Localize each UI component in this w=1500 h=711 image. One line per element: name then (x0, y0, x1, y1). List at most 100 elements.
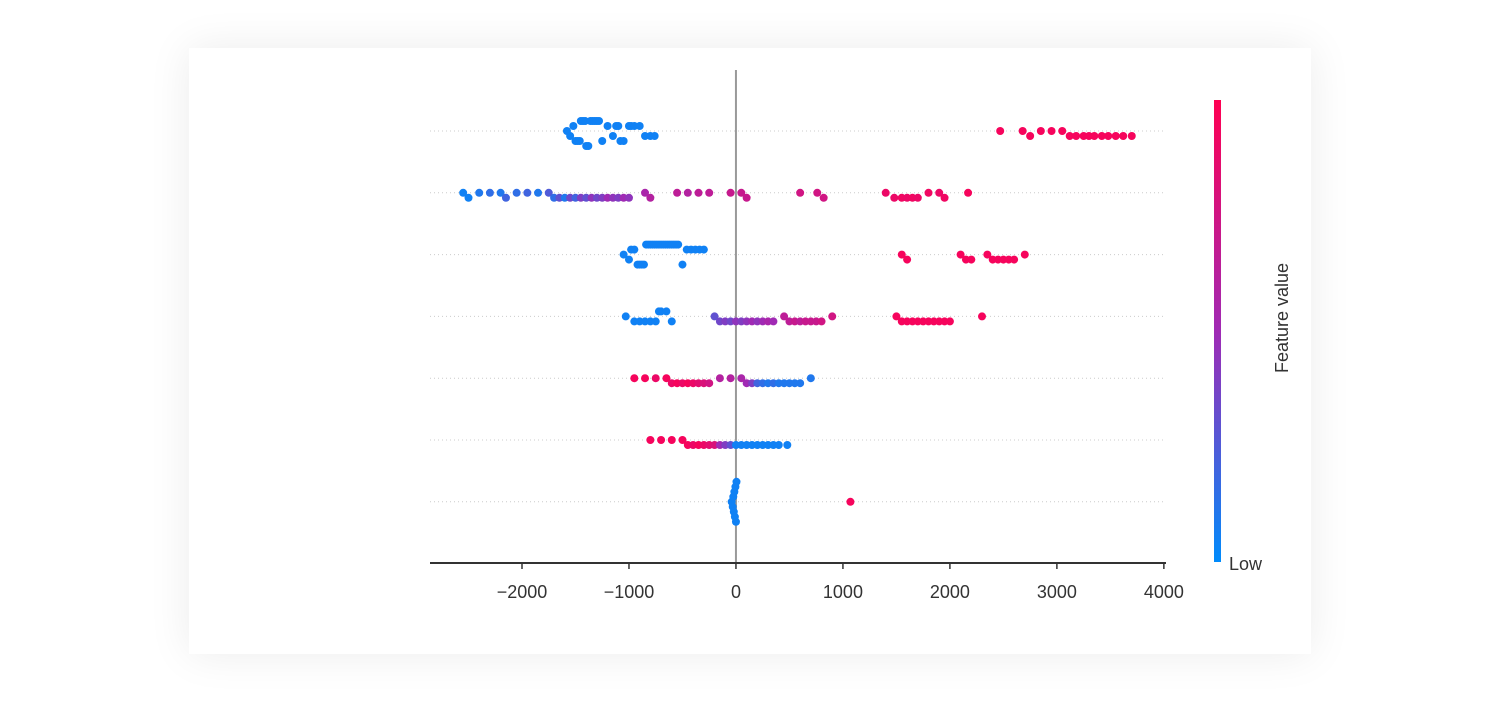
dot (544, 188, 553, 197)
dot (774, 441, 783, 449)
dot (569, 122, 578, 130)
dot (678, 260, 687, 269)
dot (796, 379, 805, 388)
dot (603, 122, 612, 130)
x-tick-label: 0 (731, 582, 741, 602)
dot (651, 374, 660, 383)
dot (619, 250, 628, 259)
dot (584, 142, 593, 150)
dot (732, 477, 741, 486)
dot (657, 436, 666, 444)
dot (575, 137, 584, 145)
dot (683, 188, 692, 197)
dot (635, 122, 644, 130)
dot (1104, 132, 1113, 140)
x-tick-label: −1000 (604, 582, 655, 602)
dot (650, 132, 659, 140)
dot (769, 317, 778, 326)
x-tick-label: −2000 (497, 582, 548, 602)
dot (614, 122, 623, 130)
dot (678, 436, 687, 444)
dot (924, 188, 933, 197)
dot (897, 250, 906, 259)
colorbar (1214, 100, 1221, 562)
dot (1058, 127, 1067, 135)
dot (1010, 255, 1019, 264)
dot (595, 117, 604, 125)
dot (1026, 132, 1035, 140)
dot (534, 188, 543, 197)
dot (1097, 132, 1106, 140)
dot (621, 312, 630, 321)
dot (501, 193, 510, 202)
card (189, 48, 1311, 654)
dot (1111, 132, 1120, 140)
dot (639, 260, 648, 269)
dot (913, 193, 922, 202)
dot (945, 317, 954, 326)
dot (881, 188, 890, 197)
x-tick-label: 2000 (930, 582, 970, 602)
dot (806, 374, 815, 383)
dot (1072, 132, 1081, 140)
dot (630, 245, 639, 254)
dot (710, 312, 719, 321)
dot (780, 312, 789, 321)
dot (783, 441, 792, 449)
dot (892, 312, 901, 321)
dot (940, 193, 949, 202)
dot (813, 188, 822, 197)
dot (667, 436, 676, 444)
dot (978, 312, 986, 321)
dot (796, 188, 805, 197)
colorbar-low: Low (1229, 554, 1263, 574)
dot (742, 193, 751, 202)
dot (1090, 132, 1099, 140)
dot (737, 188, 746, 197)
dot (651, 317, 660, 326)
dot (890, 193, 899, 202)
dot (715, 374, 724, 383)
dot (459, 188, 468, 197)
dot (674, 240, 683, 249)
dot (624, 193, 633, 202)
dot (983, 250, 992, 259)
dot (624, 255, 633, 264)
dot (523, 188, 532, 197)
colorbar-label: Feature value (1272, 263, 1292, 373)
dot (641, 374, 650, 383)
dot (598, 137, 607, 145)
dot (828, 312, 837, 321)
dot (726, 188, 735, 197)
dot (1127, 132, 1136, 140)
dot (956, 250, 965, 259)
dot (485, 188, 494, 197)
dot (817, 317, 826, 326)
dot (964, 188, 973, 197)
dot (646, 436, 655, 444)
x-tick-label: 3000 (1037, 582, 1077, 602)
dot (967, 255, 976, 264)
dot (566, 132, 575, 140)
dot (819, 193, 828, 202)
dot (496, 188, 505, 197)
dot (996, 127, 1005, 135)
dot (646, 193, 655, 202)
x-tick-label: 1000 (823, 582, 863, 602)
dot (662, 307, 671, 316)
dot (464, 193, 473, 202)
dot (1065, 132, 1074, 140)
dot (475, 188, 484, 197)
dot (737, 374, 746, 383)
dot (726, 374, 735, 383)
dot (630, 374, 639, 383)
dot (694, 188, 703, 197)
dot (1047, 127, 1056, 135)
dot (1119, 132, 1128, 140)
dot (662, 374, 671, 383)
dot (705, 188, 714, 197)
dot (935, 188, 944, 197)
dot (903, 255, 912, 264)
